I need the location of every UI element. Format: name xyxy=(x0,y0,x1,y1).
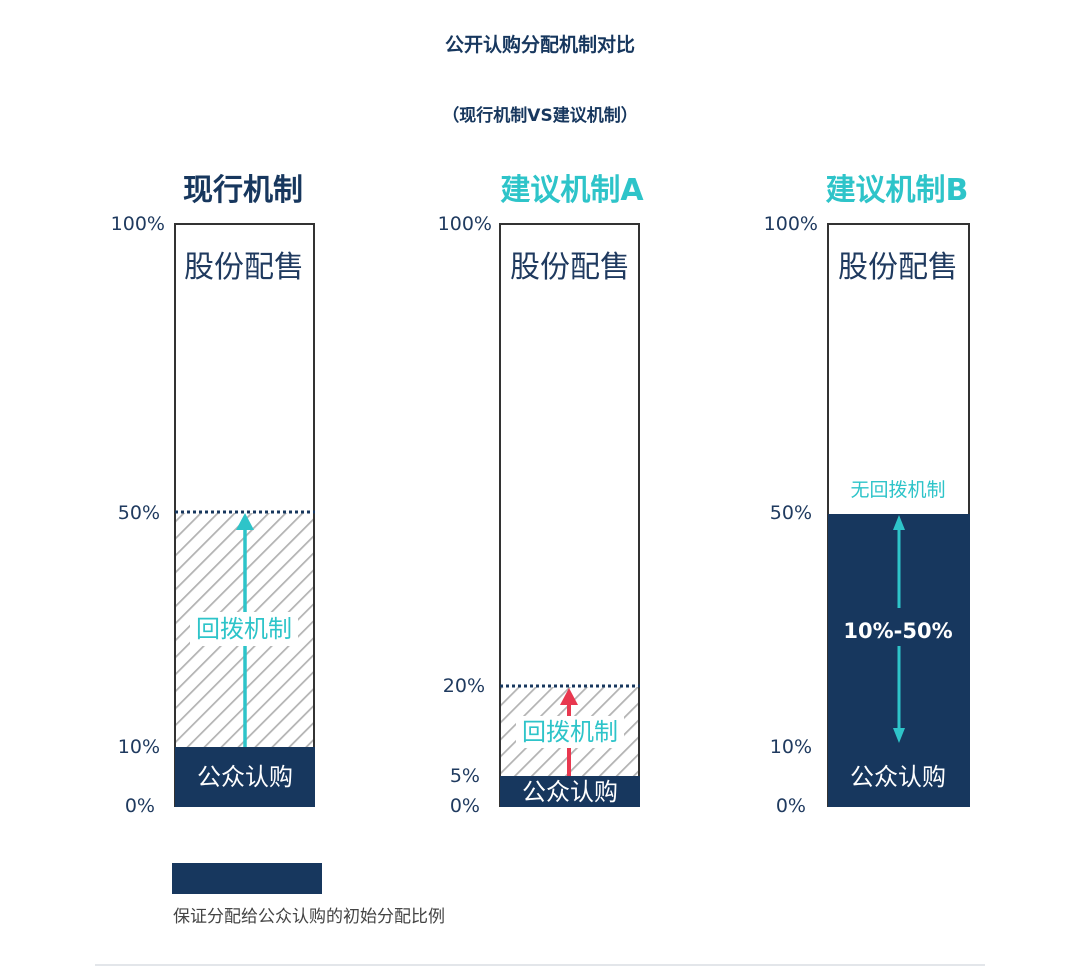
top-label: 股份配售 xyxy=(838,250,958,285)
tick-label: 100% xyxy=(438,213,492,235)
label-bg xyxy=(190,612,298,646)
column-title-current: 现行机制 xyxy=(183,173,303,208)
page-subtitle: （现行机制VS建议机制） xyxy=(442,106,638,126)
column-current: 现行机制 回拨机制 股份配售 公众认购 100% 50% 10% 0% xyxy=(111,173,315,817)
no-clawback-label: 无回拨机制 xyxy=(850,479,945,501)
tick-label: 50% xyxy=(118,502,160,524)
top-label: 股份配售 xyxy=(510,250,630,285)
arrow-head xyxy=(236,513,254,530)
arrow-head xyxy=(560,688,578,705)
tick-label: 5% xyxy=(450,765,480,787)
tick-label: 10% xyxy=(118,736,160,758)
arrow-head-up xyxy=(893,515,905,530)
legend-swatch xyxy=(172,863,322,894)
clawback-label: 回拨机制 xyxy=(196,615,292,643)
tick-label: 0% xyxy=(125,795,155,817)
tick-label: 20% xyxy=(443,675,485,697)
clawback-label: 回拨机制 xyxy=(522,718,618,746)
label-bg xyxy=(516,716,624,748)
page-title: 公开认购分配机制对比 xyxy=(444,34,635,56)
tick-label: 0% xyxy=(450,795,480,817)
tick-label: 50% xyxy=(770,502,812,524)
tick-label: 0% xyxy=(776,795,806,817)
range-label: 10%-50% xyxy=(843,619,952,643)
column-proposal-a: 建议机制A 回拨机制 股份配售 公众认购 100% 20% 5% 0% xyxy=(438,173,645,817)
tick-label: 10% xyxy=(770,736,812,758)
legend-text: 保证分配给公众认购的初始分配比例 xyxy=(173,907,445,927)
column-title-proposal-b: 建议机制B xyxy=(826,173,969,208)
public-subscription-block xyxy=(500,776,640,807)
tick-label: 100% xyxy=(764,213,818,235)
arrow-head-down xyxy=(893,728,905,743)
bottom-divider xyxy=(95,964,985,966)
bottom-label: 公众认购 xyxy=(197,763,293,791)
column-title-proposal-a: 建议机制A xyxy=(500,173,644,208)
bottom-label: 公众认购 xyxy=(522,778,618,806)
top-label: 股份配售 xyxy=(184,250,304,285)
tick-label: 100% xyxy=(111,213,165,235)
bottom-label: 公众认购 xyxy=(850,763,946,791)
public-subscription-block xyxy=(175,747,315,807)
column-proposal-b: 建议机制B 10%-50% 无回拨机制 股份配售 公众认购 100% 50% 1… xyxy=(764,173,970,817)
